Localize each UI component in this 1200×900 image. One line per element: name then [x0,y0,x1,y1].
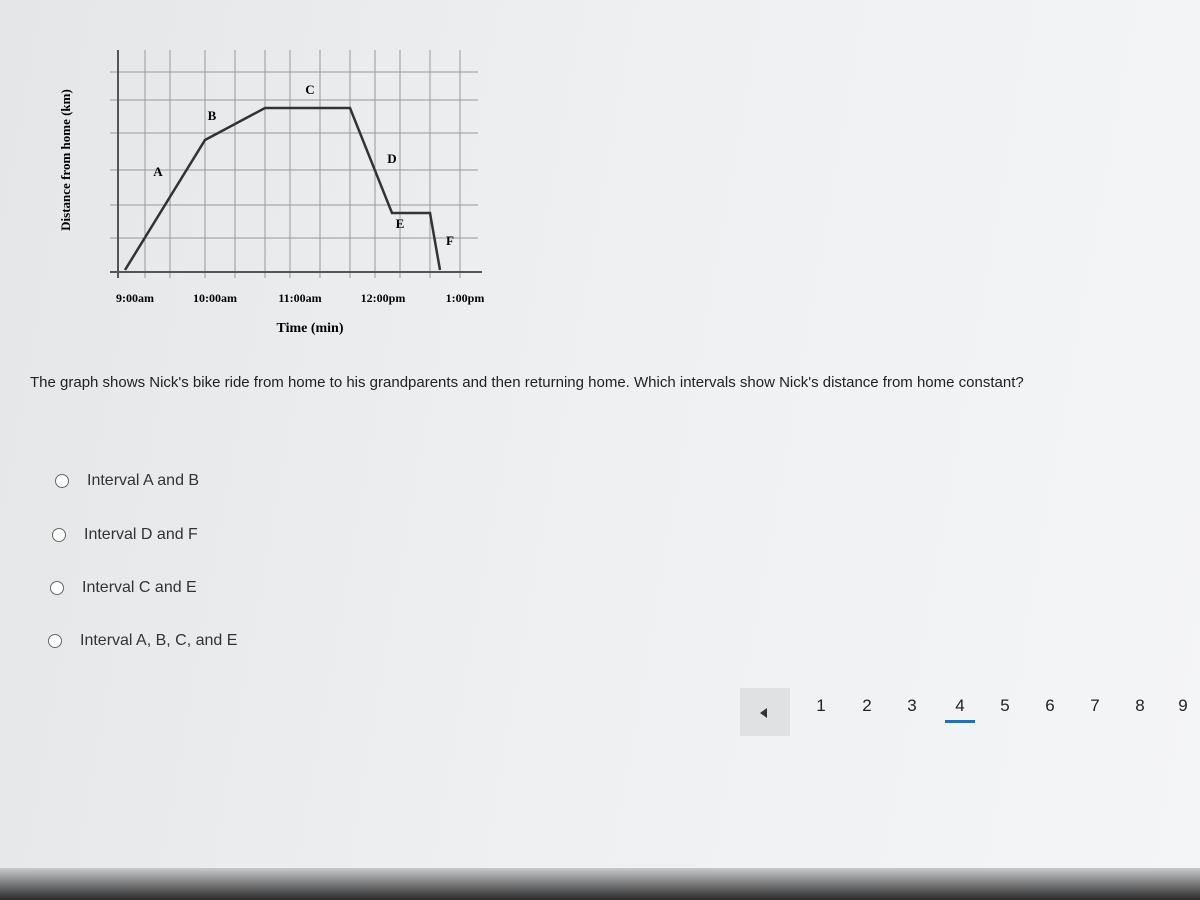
x-tick-label: 9:00am [116,291,154,305]
option-text: Interval D and F [84,526,198,543]
segment-label: F [446,233,454,248]
segment-label: C [305,82,314,97]
segment-label: A [153,164,163,179]
radio-button[interactable] [48,634,62,648]
grid [110,50,482,278]
radio-button[interactable] [50,581,64,595]
x-tick-label: 10:00am [193,291,237,305]
page-number[interactable]: 6 [1045,696,1055,715]
segment-label: D [387,151,396,166]
page-number[interactable]: 1 [816,696,826,715]
option-text: Interval C and E [82,579,197,596]
option-text: Interval A and B [87,472,200,489]
graph: Distance from home (km) Time (min) 9:00a… [58,50,485,336]
question: The graph shows Nick's bike ride from ho… [30,374,1024,391]
page-number[interactable]: 5 [1000,696,1010,715]
bezel [0,868,1200,900]
ride-line [123,106,442,271]
segment-label: B [208,108,217,123]
page-number[interactable]: 8 [1135,696,1145,715]
x-tick-label: 12:00pm [361,291,406,305]
page-number[interactable]: 7 [1090,696,1100,715]
x-axis-label: Time (min) [276,321,343,336]
page-number[interactable]: 9 [1178,696,1188,715]
x-tick-label: 11:00am [278,291,321,305]
answer-option[interactable]: Interval A, B, C, and E [48,632,237,650]
prev-button[interactable] [740,688,790,736]
answer-option[interactable]: Interval A and B [55,472,199,490]
answer-option[interactable]: Interval C and E [50,579,197,597]
y-axis-label: Distance from home (km) [58,89,73,231]
x-tick-label: 1:00pm [446,291,485,305]
radio-button[interactable] [55,474,69,488]
segment-label: E [396,216,405,231]
answer-option[interactable]: Interval D and F [52,526,198,544]
radio-button[interactable] [52,528,66,542]
page-number[interactable]: 4 [945,696,975,723]
page-number[interactable]: 2 [862,696,872,715]
page-number[interactable]: 3 [907,696,917,715]
option-text: Interval A, B, C, and E [80,632,238,649]
